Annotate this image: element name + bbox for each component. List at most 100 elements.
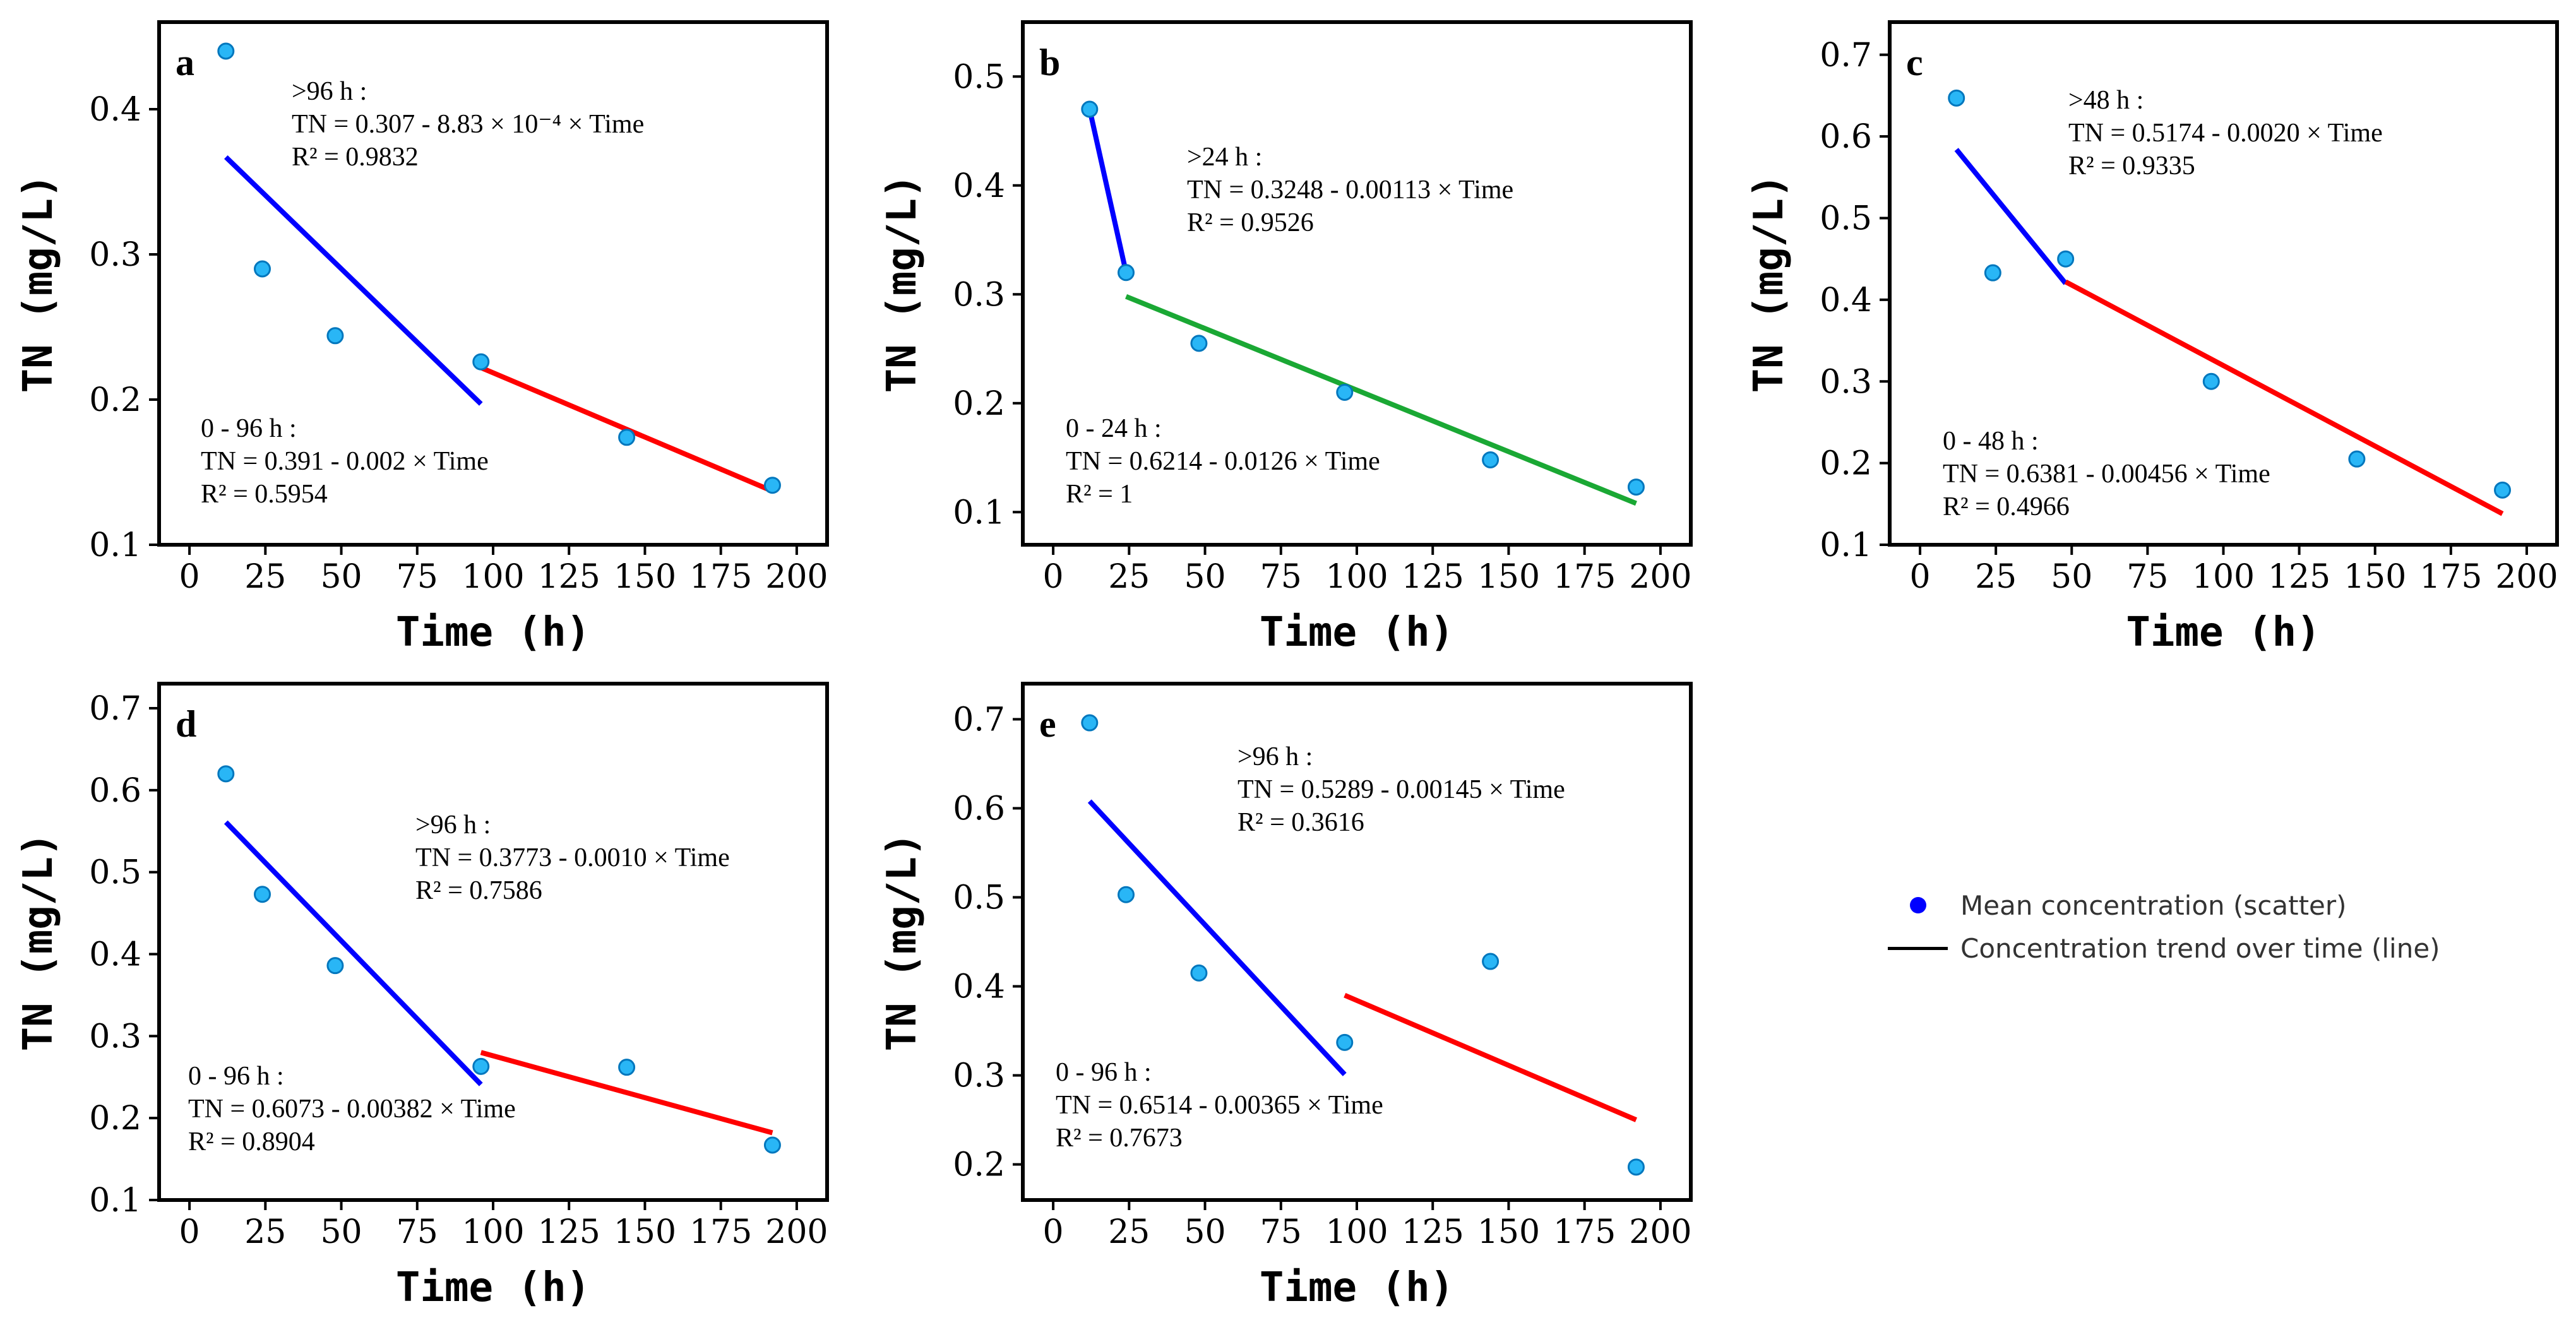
x-tick-label: 150 xyxy=(614,1213,676,1251)
data-point xyxy=(1627,478,1645,496)
y-tick-label: 0.1 xyxy=(89,1182,141,1220)
y-tick-label: 0.2 xyxy=(89,381,141,419)
x-tick-label: 200 xyxy=(1629,558,1691,596)
x-axis-label: Time (h) xyxy=(1260,609,1454,656)
annotation-line: TN = 0.3248 - 0.00113 × Time xyxy=(1187,175,1513,205)
regression-annotation-early: 0 - 96 h : TN = 0.391 - 0.002 × Time R² = … xyxy=(201,414,489,509)
annotation-line: R² = 0.9832 xyxy=(292,143,419,172)
x-tick-label: 100 xyxy=(2192,558,2255,596)
fit-line-early xyxy=(1087,799,1347,1076)
x-tick-label: 150 xyxy=(2344,558,2406,596)
fit-line-early xyxy=(224,820,483,1086)
data-point xyxy=(763,477,781,494)
x-axis-label: Time (h) xyxy=(1260,1264,1454,1311)
regression-annotation-early: 0 - 48 h : TN = 0.6381 - 0.00456 × Time R²… xyxy=(1943,427,2270,521)
fit-line-late xyxy=(480,1050,773,1136)
data-point xyxy=(217,765,235,783)
data-point xyxy=(2494,481,2512,499)
data-point xyxy=(1984,264,2001,282)
y-tick-label: 0.5 xyxy=(89,854,141,892)
panel-letter: a xyxy=(176,42,194,83)
annotation-line: TN = 0.6381 - 0.00456 × Time xyxy=(1943,460,2270,489)
y-axis-label: TN (mg/L) xyxy=(15,174,62,393)
y-tick-label: 0.6 xyxy=(89,772,141,810)
annotation-line: TN = 0.3773 - 0.0010 × Time xyxy=(415,843,730,872)
annotation-line: R² = 0.9526 xyxy=(1187,208,1314,237)
y-tick-label: 0.1 xyxy=(89,526,141,564)
data-point xyxy=(1190,335,1208,352)
annotation-line: >96 h : xyxy=(415,811,491,840)
x-tick-label: 0 xyxy=(179,1213,200,1251)
x-tick-label: 200 xyxy=(765,1213,828,1251)
panel-letter: b xyxy=(1039,42,1060,83)
annotation-line: R² = 0.4966 xyxy=(1943,492,2070,521)
x-tick-label: 75 xyxy=(397,558,438,596)
regression-annotation-early: 0 - 96 h : TN = 0.6514 - 0.00365 × Time R²… xyxy=(1056,1058,1383,1153)
legend-line-marker xyxy=(1888,946,1948,950)
data-point xyxy=(472,1057,490,1075)
y-axis-label: TN (mg/L) xyxy=(879,833,926,1052)
data-point xyxy=(1081,714,1099,732)
annotation-line: TN = 0.6514 - 0.00365 × Time xyxy=(1056,1091,1383,1120)
y-tick-label: 0.5 xyxy=(953,58,1005,96)
y-axis-label: TN (mg/L) xyxy=(1746,174,1792,393)
regression-annotation-late: >96 h : TN = 0.307 - 8.83 × 10⁻⁴ × Time R²… xyxy=(292,77,644,172)
data-point xyxy=(1482,451,1500,468)
data-point xyxy=(1482,953,1500,970)
x-tick-label: 200 xyxy=(2495,558,2558,596)
fit-line-early xyxy=(1087,109,1129,273)
data-point xyxy=(254,260,271,278)
x-tick-label: 175 xyxy=(1553,558,1616,596)
annotation-line: 0 - 48 h : xyxy=(1943,427,2039,456)
annotation-line: R² = 1 xyxy=(1066,480,1133,509)
x-tick-label: 175 xyxy=(2419,558,2482,596)
y-tick-label: 0.5 xyxy=(953,879,1005,917)
legend-line-label: Concentration trend over time (line) xyxy=(1960,932,2440,964)
annotation-line: R² = 0.5954 xyxy=(201,480,328,509)
x-tick-label: 125 xyxy=(1402,1213,1464,1251)
x-tick-label: 0 xyxy=(179,558,200,596)
y-tick-label: 0.4 xyxy=(89,936,141,973)
x-tick-label: 75 xyxy=(397,1213,438,1251)
data-point xyxy=(2057,250,2075,268)
x-tick-label: 75 xyxy=(1260,1213,1302,1251)
legend-scatter-marker xyxy=(1909,897,1926,913)
data-point xyxy=(2348,450,2366,468)
x-tick-label: 50 xyxy=(1184,558,1225,596)
x-tick-label: 175 xyxy=(689,558,752,596)
y-tick-label: 0.2 xyxy=(953,385,1005,423)
data-point xyxy=(254,886,271,903)
annotation-line: TN = 0.5174 - 0.0020 × Time xyxy=(2068,119,2383,148)
y-tick-label: 0.7 xyxy=(1820,37,1872,74)
legend: Mean concentration (scatter) Concentrati… xyxy=(1888,884,2440,970)
data-point xyxy=(618,1059,636,1076)
x-tick-label: 125 xyxy=(2268,558,2330,596)
annotation-line: TN = 0.307 - 8.83 × 10⁻⁴ × Time xyxy=(292,110,644,139)
y-tick-label: 0.1 xyxy=(1820,526,1872,564)
x-tick-label: 0 xyxy=(1043,1213,1064,1251)
data-point xyxy=(1118,264,1135,282)
legend-entry-line: Concentration trend over time (line) xyxy=(1888,927,2440,970)
x-tick-label: 25 xyxy=(1975,558,2017,596)
data-point xyxy=(1627,1158,1645,1176)
annotation-line: 0 - 24 h : xyxy=(1066,414,1162,443)
y-tick-label: 0.4 xyxy=(89,91,141,129)
y-axis-label: TN (mg/L) xyxy=(15,833,62,1052)
x-tick-label: 50 xyxy=(1184,1213,1225,1251)
y-tick-label: 0.3 xyxy=(953,1057,1005,1095)
x-axis-label: Time (h) xyxy=(396,609,590,656)
y-tick-label: 0.1 xyxy=(953,494,1005,532)
data-point xyxy=(2202,372,2220,390)
legend-entry-scatter: Mean concentration (scatter) xyxy=(1888,884,2440,927)
annotation-line: R² = 0.7673 xyxy=(1056,1124,1183,1153)
annotation-line: R² = 0.3616 xyxy=(1237,808,1364,837)
annotation-line: R² = 0.9335 xyxy=(2068,152,2195,181)
x-tick-label: 100 xyxy=(1325,558,1388,596)
x-tick-label: 150 xyxy=(614,558,676,596)
y-tick-label: 0.6 xyxy=(953,790,1005,828)
data-point xyxy=(217,42,235,60)
x-tick-label: 125 xyxy=(538,558,600,596)
x-tick-label: 125 xyxy=(538,1213,600,1251)
chart-panel-c: 0 25 50 75 100 125 150 175 200 0.1 0.2 0.3 0.4 0.5 0.6… xyxy=(1746,20,2559,656)
data-point xyxy=(618,429,636,446)
